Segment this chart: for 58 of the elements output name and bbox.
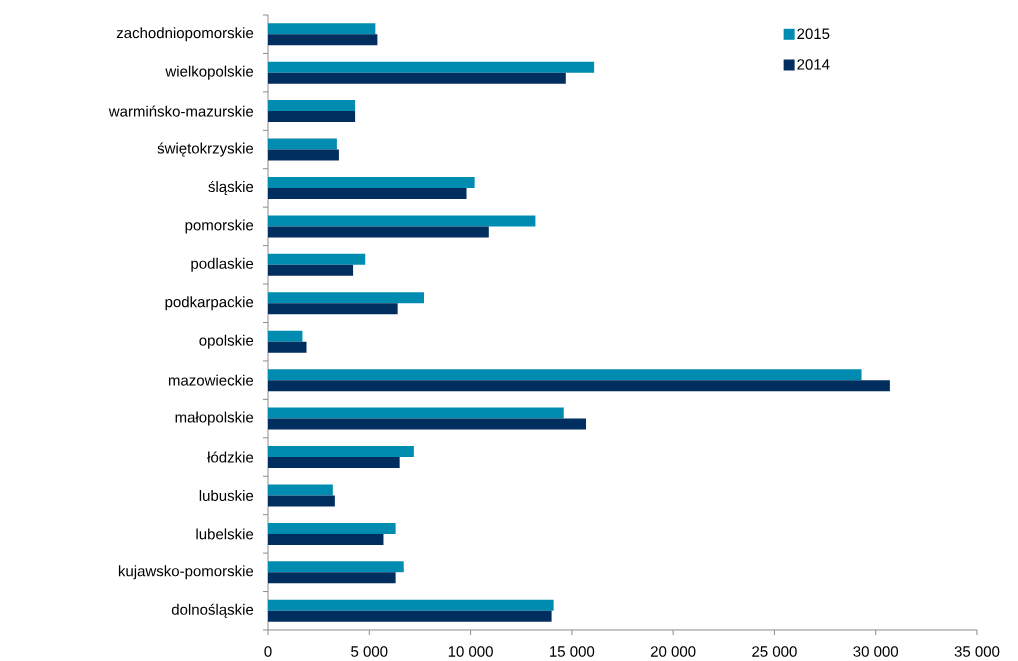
y-tick-label: lubuskie <box>199 489 254 501</box>
bar <box>268 253 366 265</box>
bar <box>268 100 356 112</box>
bar <box>268 61 595 73</box>
bar <box>268 407 564 419</box>
bar <box>268 341 307 353</box>
x-tick-label: 25 000 <box>752 646 797 657</box>
x-tick-label: 0 <box>264 646 272 657</box>
bar <box>268 138 337 150</box>
bar <box>268 561 404 573</box>
x-tick-label: 5 000 <box>351 646 388 657</box>
bar <box>268 446 414 458</box>
y-tick-label: pomorskie <box>185 219 254 234</box>
x-tick-label: 20 000 <box>650 646 696 657</box>
bar <box>268 23 376 35</box>
x-tick-label: 15 000 <box>550 646 595 657</box>
bar <box>268 572 396 584</box>
y-tick-label: małopolskie <box>175 411 254 426</box>
y-tick-label: kujawsko-pomorskie <box>118 565 254 580</box>
x-tick-label: 35 000 <box>954 646 1000 657</box>
y-tick-label: łódzkie <box>207 451 254 463</box>
x-tick-label: 30 000 <box>853 646 899 657</box>
y-tick-label: świętokrzyskie <box>157 142 254 157</box>
bar <box>268 292 424 304</box>
bar <box>268 187 467 199</box>
bar <box>268 149 339 161</box>
bar <box>268 369 862 381</box>
x-tick-label: 10 000 <box>448 646 493 657</box>
bar <box>268 226 489 238</box>
bar <box>268 484 333 496</box>
bar <box>268 457 400 469</box>
bar <box>268 599 554 611</box>
bar <box>268 72 566 84</box>
bar <box>268 215 536 227</box>
y-tick-label: dolnośląskie <box>171 603 254 618</box>
bar <box>268 111 356 123</box>
bar <box>268 380 890 392</box>
y-tick-label: lubelskie <box>196 528 254 540</box>
y-tick-label: warmińsko-mazurskie <box>108 105 254 117</box>
y-tick-label: podlaskie <box>191 257 254 272</box>
bar <box>268 533 384 545</box>
bar <box>268 176 475 188</box>
legend-label: 2015 <box>797 28 830 40</box>
bar <box>268 418 587 430</box>
bar <box>268 34 378 46</box>
y-tick-label: mazowieckie <box>168 374 254 386</box>
bar <box>268 610 552 622</box>
bar <box>268 495 335 507</box>
y-tick-label: opolskie <box>199 334 254 349</box>
y-tick-label: śląskie <box>208 180 254 196</box>
legend-label: 2014 <box>797 59 830 70</box>
bar <box>268 303 398 315</box>
bar <box>268 330 303 342</box>
y-tick-label: podkarpackie <box>165 296 254 311</box>
y-tick-label: wielkopolskie <box>165 65 254 80</box>
bar <box>268 264 354 276</box>
bar <box>268 522 396 534</box>
y-tick-label: zachodniopomorskie <box>116 27 254 42</box>
